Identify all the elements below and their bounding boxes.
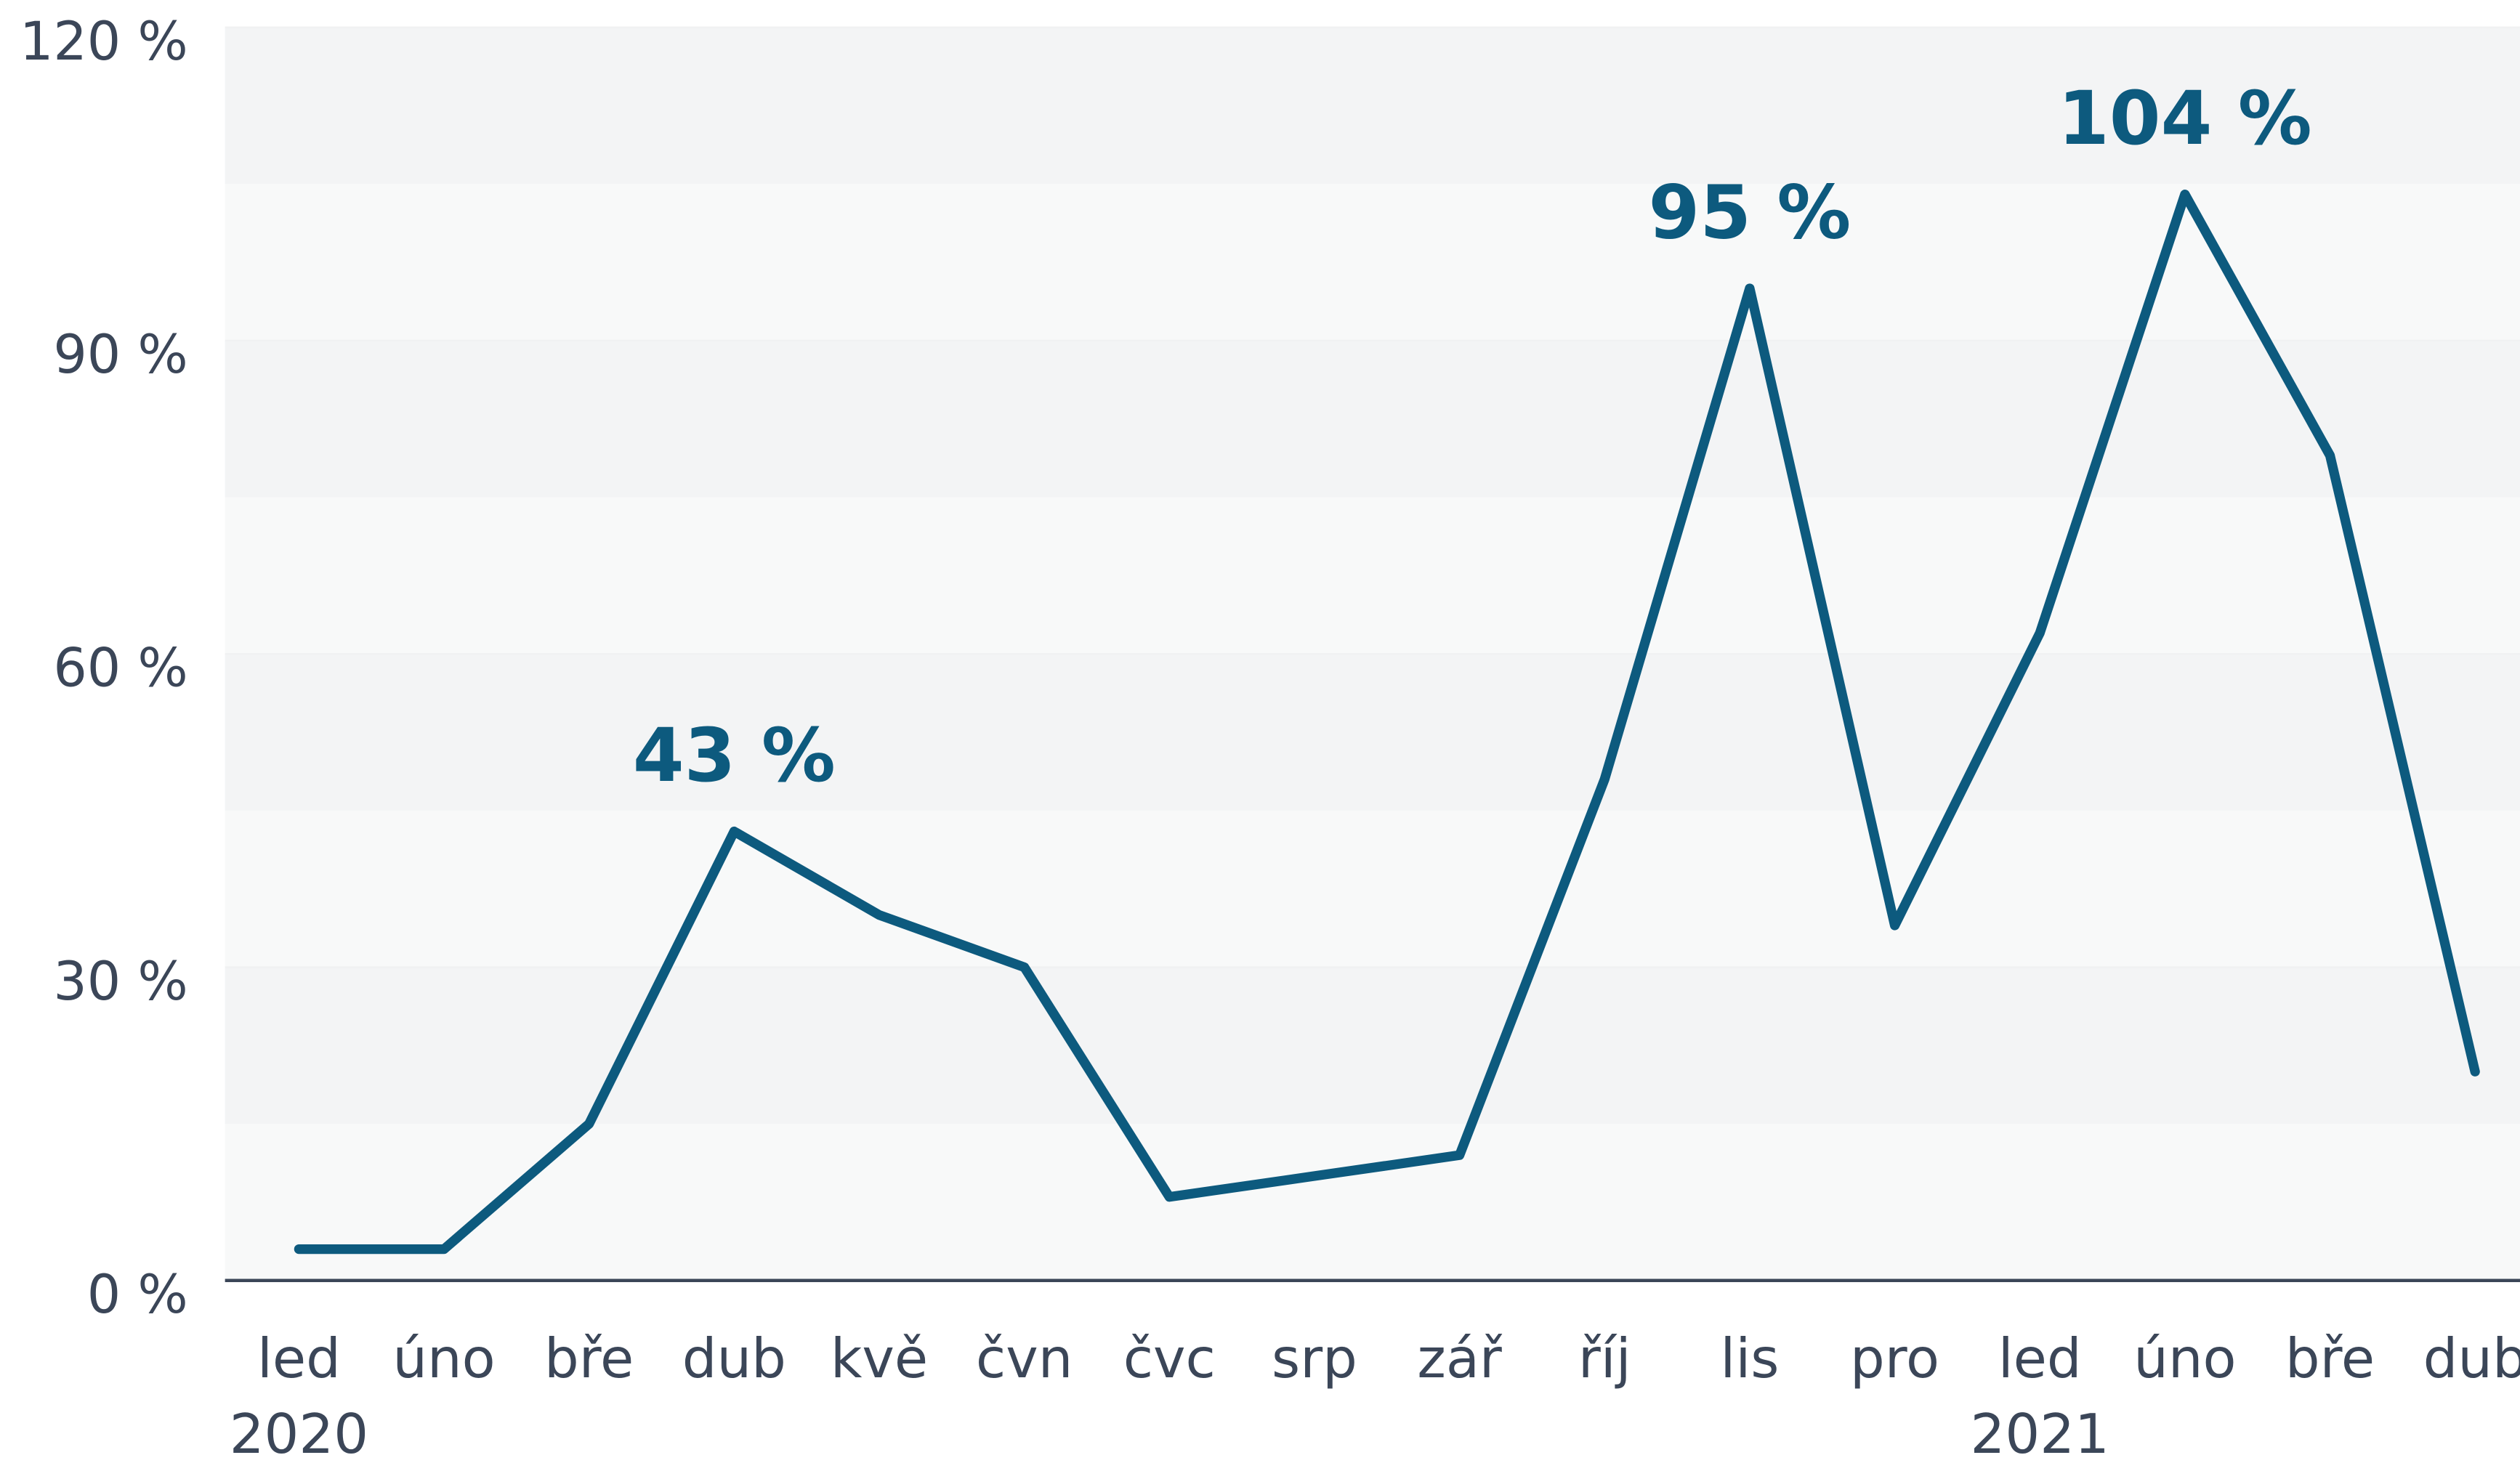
x-tick-label: říj (1578, 1326, 1631, 1390)
x-tick-label: bře (544, 1326, 634, 1390)
band (225, 810, 2520, 968)
data-line (294, 189, 2480, 1255)
band (225, 1124, 2520, 1281)
y-tick-label: 120 % (20, 11, 188, 73)
plot-background (225, 26, 2520, 1281)
x-tick-label: úno (392, 1326, 495, 1390)
x-tick-label: bře (2285, 1326, 2375, 1390)
x-tick-label: zář (1417, 1326, 1503, 1390)
x-tick-label: lis (1720, 1326, 1779, 1390)
y-tick-label: 60 % (53, 638, 187, 700)
band (225, 340, 2520, 498)
x-tick-label: srp (1272, 1326, 1357, 1390)
value-label: 95 % (1648, 170, 1851, 256)
x-tick-label: led (1998, 1326, 2082, 1390)
year-label: 2020 (230, 1402, 368, 1463)
x-tick-label: kvě (831, 1326, 928, 1390)
y-tick-label: 90 % (53, 324, 187, 386)
x-tick-label: dub (2423, 1326, 2520, 1390)
y-tick-label: 0 % (87, 1264, 188, 1326)
x-tick-label: úno (2133, 1326, 2236, 1390)
y-tick-label: 30 % (53, 951, 187, 1013)
x-tick-label: led (257, 1326, 341, 1390)
x-tick-label: pro (1850, 1326, 1939, 1390)
band (225, 184, 2520, 341)
band (225, 497, 2520, 654)
value-label: 43 % (633, 713, 836, 798)
x-tick-label: čvn (976, 1326, 1073, 1390)
year-label: 2021 (1971, 1402, 2109, 1463)
x-tick-label: čvc (1123, 1326, 1216, 1390)
value-label: 104 % (2058, 76, 2312, 161)
band (225, 27, 2520, 185)
band (225, 654, 2520, 811)
band (225, 967, 2520, 1124)
x-tick-label: dub (682, 1326, 786, 1390)
